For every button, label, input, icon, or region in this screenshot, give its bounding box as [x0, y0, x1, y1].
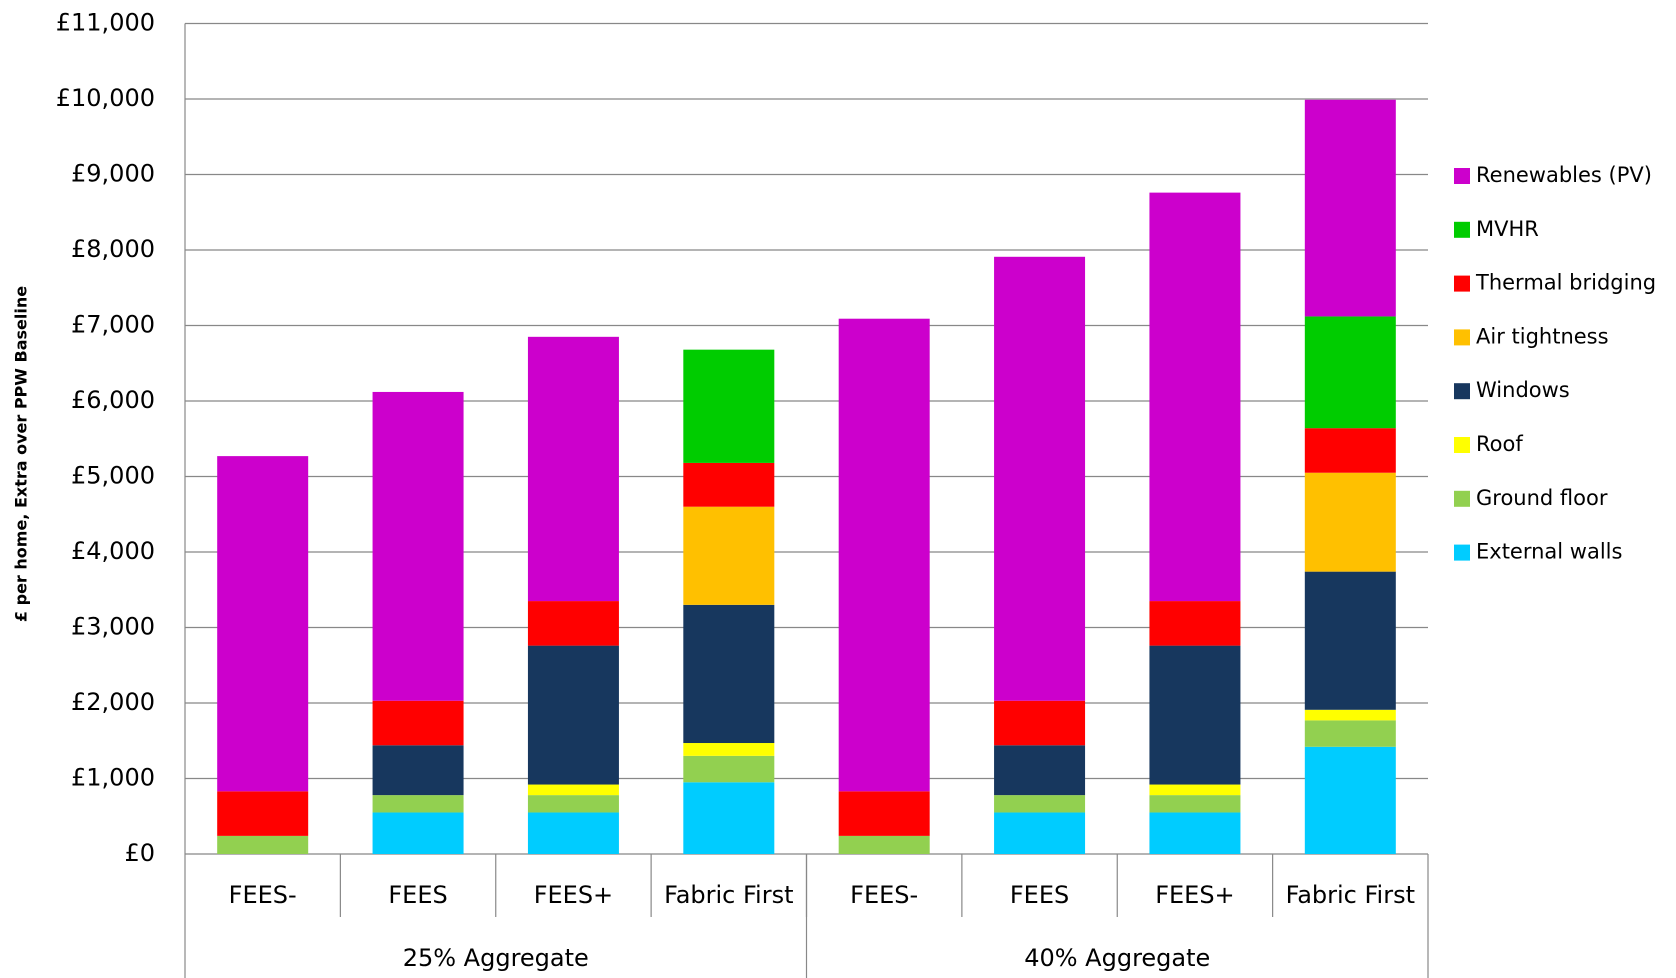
bar-segment — [527, 784, 619, 796]
bar-segment — [683, 462, 775, 507]
legend-text: Ground floor — [1476, 486, 1608, 510]
bar-segment — [217, 791, 309, 836]
bar-segment — [527, 601, 619, 646]
legend-swatch — [1454, 168, 1470, 184]
x-tick-label: FEES — [1010, 881, 1069, 909]
bar-segment — [994, 700, 1086, 746]
y-tick-label: £9,000 — [71, 160, 155, 188]
bar-segment — [527, 795, 619, 813]
group-label: 40% Aggregate — [1024, 944, 1210, 972]
bar-segment — [1304, 709, 1396, 721]
x-tick-label: Fabric First — [1286, 881, 1415, 909]
y-tick-label: £11,000 — [56, 9, 155, 37]
legend-text: External walls — [1476, 540, 1622, 564]
legend-swatch — [1454, 383, 1470, 400]
bar-segment — [994, 256, 1086, 701]
legend-text: MVHR — [1476, 217, 1539, 241]
y-tick-label: £8,000 — [71, 235, 155, 263]
legend-swatch — [1454, 437, 1470, 453]
bar-segment — [1304, 472, 1396, 572]
bar-segment — [1304, 316, 1396, 429]
legend-text: Renewables (PV) — [1476, 163, 1652, 187]
legend-swatch — [1454, 275, 1470, 292]
x-tick-label: FEES — [388, 881, 447, 909]
legend-text: Air tightness — [1476, 324, 1609, 348]
bar-segment — [994, 745, 1086, 796]
bar-segment — [1149, 645, 1241, 785]
bar-segment — [994, 812, 1086, 854]
bar-segment — [1304, 428, 1396, 473]
x-tick-label: FEES+ — [534, 881, 613, 909]
bar-segment — [683, 782, 775, 854]
bar-segment — [683, 349, 775, 463]
group-label: 25% Aggregate — [403, 944, 589, 972]
bar-segment — [1304, 571, 1396, 710]
legend-swatch — [1454, 329, 1470, 346]
bar-segment — [838, 318, 930, 792]
y-tick-label: £6,000 — [71, 386, 155, 414]
bar-segment — [1304, 720, 1396, 747]
bar-segment — [217, 456, 309, 792]
legend-text: Thermal bridging — [1475, 271, 1656, 295]
bar-segment — [1149, 784, 1241, 796]
bar-segment — [1304, 746, 1396, 854]
bar-segment — [1149, 795, 1241, 813]
bar-segment — [994, 795, 1086, 813]
y-tick-label: £0 — [124, 839, 155, 867]
bar-segment — [372, 795, 464, 813]
bar-segment — [1149, 812, 1241, 854]
bar-segment — [527, 645, 619, 785]
x-tick-label: FEES+ — [1155, 881, 1234, 909]
legend-text: Windows — [1476, 378, 1570, 402]
bar-segment — [217, 835, 309, 854]
bar-segment — [372, 745, 464, 796]
bar-segment — [527, 336, 619, 602]
y-tick-label: £10,000 — [56, 84, 155, 112]
y-tick-label: £3,000 — [71, 613, 155, 641]
bar-segment — [1149, 192, 1241, 602]
bar-segment — [838, 835, 930, 854]
x-tick-label: FEES- — [229, 881, 297, 909]
bar-segment — [1304, 99, 1396, 317]
legend-text: Roof — [1476, 432, 1523, 456]
y-tick-label: £2,000 — [71, 688, 155, 716]
x-tick-label: Fabric First — [664, 881, 793, 909]
bar-segment — [372, 700, 464, 746]
bar-segment — [527, 812, 619, 854]
bar-segment — [683, 743, 775, 756]
y-tick-label: £4,000 — [71, 537, 155, 565]
bar-segment — [372, 812, 464, 854]
bar-segment — [1149, 601, 1241, 646]
legend-swatch — [1454, 490, 1470, 507]
legend-swatch — [1454, 221, 1470, 238]
y-tick-label: £1,000 — [71, 764, 155, 792]
bar-segment — [683, 604, 775, 744]
bar-segment — [683, 755, 775, 783]
y-tick-label: £7,000 — [71, 311, 155, 339]
bar-segment — [683, 506, 775, 605]
x-tick-label: FEES- — [850, 881, 918, 909]
y-axis-title: £ per home, Extra over PPW Baseline — [12, 286, 31, 622]
bar-segment — [372, 391, 464, 701]
bar-segment — [838, 791, 930, 836]
y-tick-label: £5,000 — [71, 462, 155, 490]
legend-swatch — [1454, 544, 1470, 561]
